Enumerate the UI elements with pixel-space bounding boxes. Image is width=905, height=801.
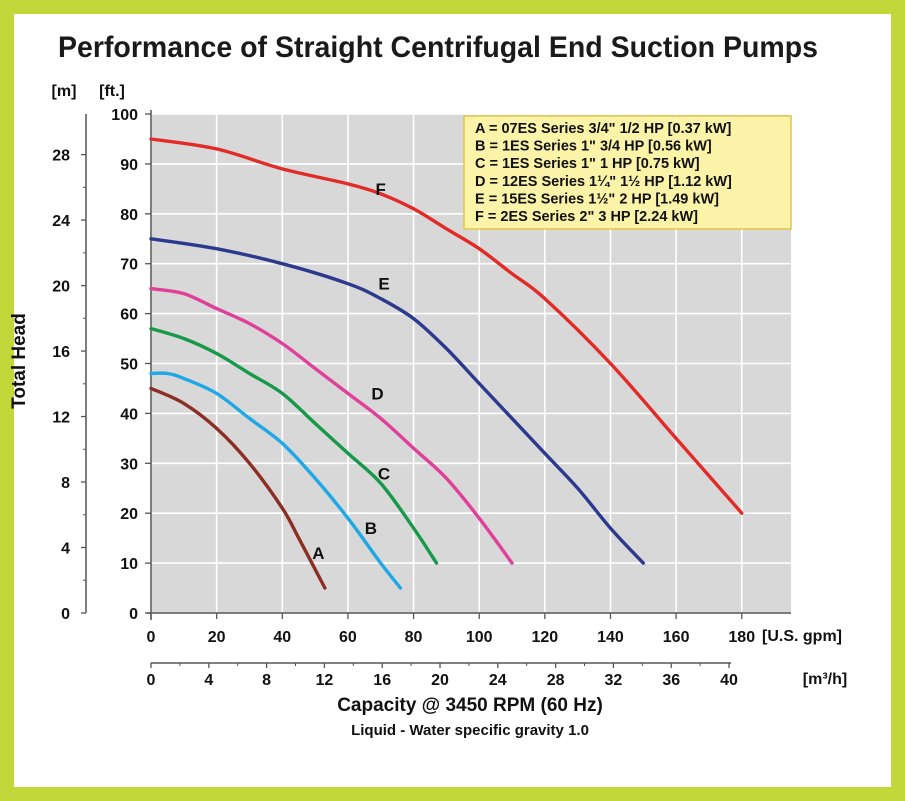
curve-label-e: E	[378, 275, 389, 294]
curve-label-f: F	[376, 180, 386, 199]
y2-tick-label: 12	[52, 410, 70, 427]
legend-entry: B = 1ES Series 1" 3/4 HP [0.56 kW]	[475, 139, 712, 155]
x2-axis-unit: [m³/h]	[803, 671, 847, 688]
legend: A = 07ES Series 3/4" 1/2 HP [0.37 kW] B =…	[463, 115, 792, 230]
curve-label-d: D	[371, 384, 383, 403]
curve-label-b: B	[365, 519, 377, 538]
y-tick-label: 80	[120, 207, 138, 224]
y2-tick-label: 16	[52, 344, 70, 361]
legend-entry: C = 1ES Series 1" 1 HP [0.75 kW]	[475, 156, 700, 172]
series-line-c	[149, 326, 439, 565]
legend-entry: A = 07ES Series 3/4" 1/2 HP [0.37 kW]	[475, 121, 732, 137]
y-tick-label: 10	[120, 556, 138, 573]
y2-tick-label: 28	[52, 148, 70, 165]
y2-tick-label: 20	[52, 279, 70, 296]
y2-tick-label: 8	[61, 475, 70, 492]
chart-subtitle: Liquid - Water specific gravity 1.0	[351, 722, 589, 739]
y-tick-label: 90	[120, 157, 138, 174]
series-line-d	[149, 286, 514, 565]
x-tick-label: 80	[405, 629, 423, 646]
curve-label-a: A	[312, 544, 324, 563]
curve-label-c: C	[378, 464, 390, 483]
chart-title: Performance of Straight Centrifugal End …	[58, 31, 818, 64]
y2-tick-label: 4	[61, 541, 70, 558]
series-line-e	[149, 237, 645, 565]
x2-tick-label: 36	[662, 672, 680, 689]
y-axis-unit: [ft.]	[99, 83, 125, 100]
series-line-b	[149, 371, 403, 590]
y-tick-label: 100	[111, 107, 138, 124]
x-tick-label: 60	[339, 629, 357, 646]
x-tick-label: 160	[663, 629, 690, 646]
legend-entry: D = 12ES Series 1¼" 1½ HP [1.12 kW]	[475, 174, 732, 190]
x-tick-label: 100	[466, 629, 493, 646]
series-line-a	[149, 386, 327, 590]
x-tick-label: 120	[531, 629, 558, 646]
x2-tick-label: 28	[547, 672, 565, 689]
x-axis-label: Capacity @ 3450 RPM (60 Hz)	[337, 695, 603, 716]
x2-tick-label: 24	[489, 672, 507, 689]
performance-chart: Performance of Straight Centrifugal End …	[9, 31, 847, 739]
x-tick-label: 0	[147, 629, 156, 646]
y-tick-label: 50	[120, 357, 138, 374]
x2-tick-label: 32	[605, 672, 623, 689]
y-tick-label: 0	[129, 606, 138, 623]
y2-tick-label: 0	[61, 606, 70, 623]
legend-background	[463, 115, 792, 230]
y-tick-label: 70	[120, 257, 138, 274]
x2-tick-label: 8	[262, 672, 271, 689]
x2-tick-label: 0	[147, 672, 156, 689]
series-layer	[149, 137, 744, 590]
curve-labels: A B C D E F	[312, 180, 390, 563]
x-axis-unit: [U.S. gpm]	[762, 628, 842, 645]
x2-tick-label: 16	[373, 672, 391, 689]
y-tick-label: 40	[120, 406, 138, 423]
x-tick-label: 20	[208, 629, 226, 646]
y-tick-label: 30	[120, 456, 138, 473]
y-tick-label: 20	[120, 506, 138, 523]
x2-tick-label: 12	[316, 672, 334, 689]
legend-entry: F = 2ES Series 2" 3 HP [2.24 kW]	[475, 209, 698, 225]
x-tick-label: 40	[273, 629, 291, 646]
x2-tick-label: 4	[204, 672, 213, 689]
y-axis-label: Total Head	[9, 313, 30, 409]
legend-entry: E = 15ES Series 1½" 2 HP [1.49 kW]	[475, 191, 719, 207]
x-tick-label: 140	[597, 629, 624, 646]
y-tick-label: 60	[120, 307, 138, 324]
series-line-f	[149, 137, 744, 515]
y2-axis-unit: [m]	[52, 83, 77, 100]
x2-tick-label: 40	[720, 672, 738, 689]
y2-tick-label: 24	[52, 213, 70, 230]
x-tick-label: 180	[728, 629, 755, 646]
x2-tick-label: 20	[431, 672, 449, 689]
